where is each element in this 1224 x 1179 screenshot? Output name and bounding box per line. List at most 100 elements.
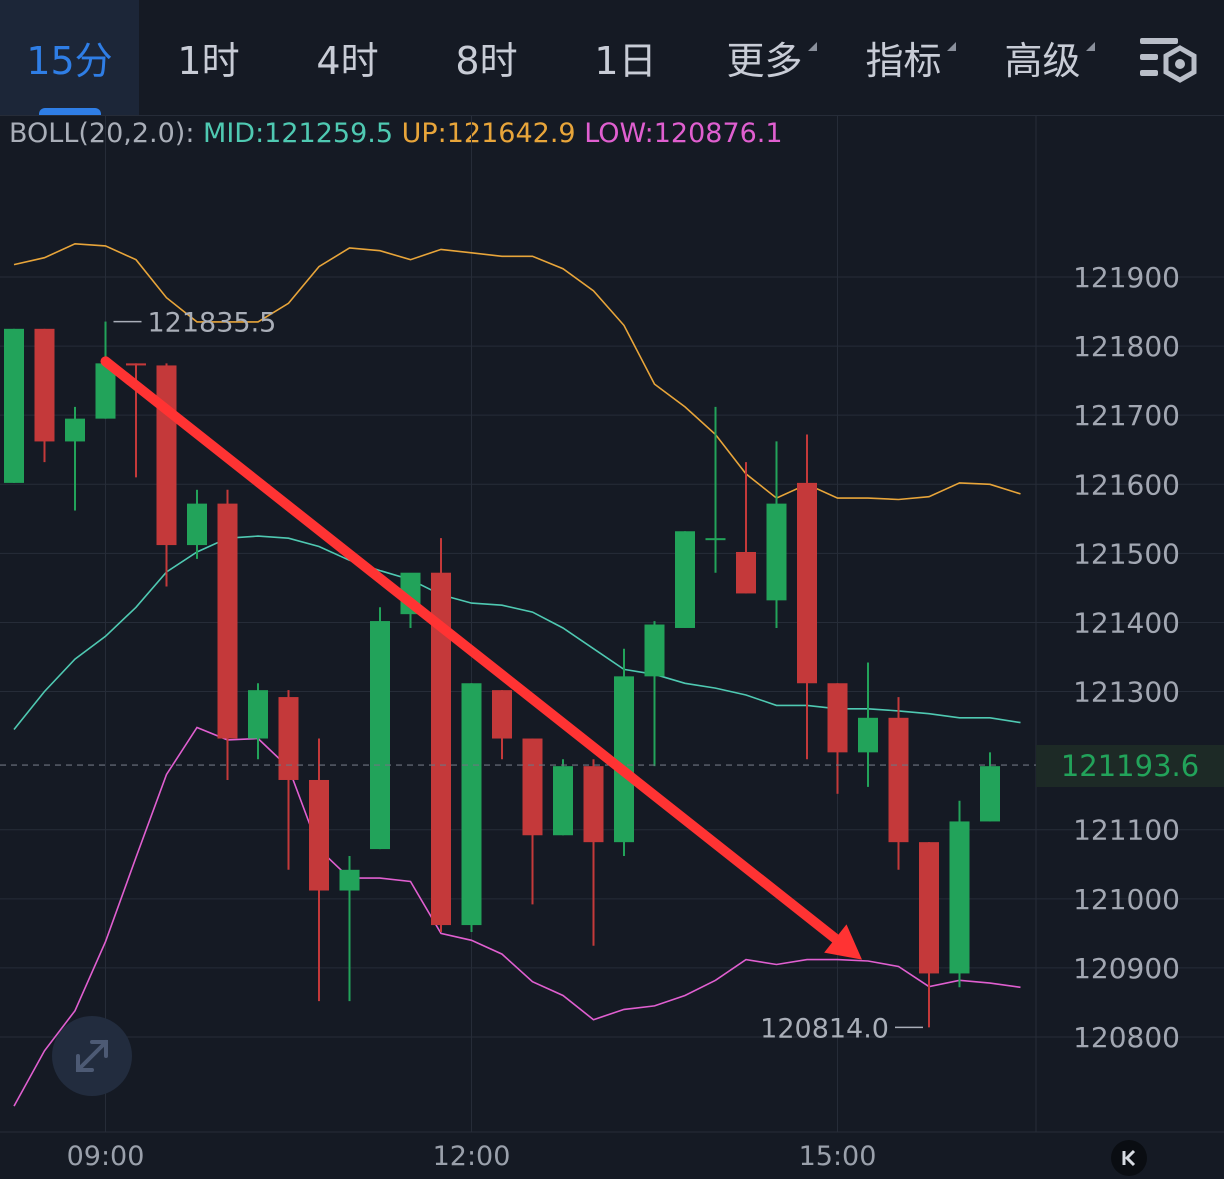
y-axis-label: 121400 [1073, 606, 1180, 639]
candle-body [492, 690, 512, 739]
candle-body [553, 766, 573, 836]
candle-down [431, 538, 451, 932]
tab-1d[interactable]: 1日 [556, 0, 695, 115]
candle-up [614, 648, 634, 856]
current-price-tag: 121193.6 [1036, 745, 1224, 787]
candle-body [888, 717, 909, 843]
candle-body [34, 328, 55, 442]
tab-label: 1时 [177, 39, 240, 83]
candle-up [187, 489, 207, 559]
tab-label: 15分 [26, 39, 113, 83]
y-axis-label: 121000 [1073, 883, 1180, 916]
tab-advanced[interactable]: 高级 [973, 0, 1112, 115]
timeframe-toolbar: 15分 1时 4时 8时 1日 更多 指标 高级 [0, 0, 1224, 116]
candle-body [644, 624, 665, 677]
tab-15m[interactable]: 15分 [0, 0, 139, 115]
candle-up [4, 328, 24, 483]
expand-arrows-icon[interactable] [52, 1016, 132, 1096]
candle-up [858, 662, 878, 787]
tab-indicators[interactable]: 指标 [834, 0, 973, 115]
y-axis-label: 121800 [1073, 330, 1180, 363]
boll-indicator-legend: BOLL(20,2.0): MID:121259.5 UP:121642.9 L… [9, 118, 783, 149]
chart-axes: 121900 121800 121700 121600 121500 121400 1213… [67, 261, 1180, 1172]
y-axis-label: 121100 [1073, 814, 1180, 847]
collapse-left-icon[interactable] [1111, 1140, 1147, 1176]
tab-label: 高级 [1004, 30, 1095, 85]
tab-label: 4时 [316, 39, 379, 83]
candle-body [797, 482, 817, 684]
candle-up [95, 321, 116, 419]
candle-down [797, 434, 817, 760]
y-axis-label: 121500 [1073, 537, 1180, 570]
y-axis-label: 121900 [1073, 261, 1180, 294]
tab-1h[interactable]: 1时 [139, 0, 278, 115]
tab-label: 1日 [594, 39, 657, 83]
candle-up [766, 441, 787, 628]
candle-body [65, 418, 85, 442]
candle-up [461, 683, 482, 932]
candle-up [248, 683, 268, 760]
candle-body [461, 683, 482, 926]
chart-settings-icon[interactable] [1138, 34, 1198, 86]
x-axis-label: 15:00 [799, 1141, 877, 1172]
candle-body [370, 621, 390, 850]
candle-body [614, 676, 634, 843]
boll-mid-line [13, 535, 1021, 731]
dropdown-caret-icon [1085, 42, 1095, 51]
boll-lower-line [13, 726, 1021, 1107]
candle-down [522, 738, 543, 905]
tab-more[interactable]: 更多 [695, 0, 834, 115]
candle-down [919, 842, 939, 1028]
candle-up [949, 800, 970, 988]
candle-body [248, 690, 268, 739]
candle-down [34, 328, 55, 463]
boll-name: BOLL(20,2.0): [9, 118, 195, 149]
candle-body [858, 717, 878, 753]
candle-down [736, 462, 756, 594]
candle-body [187, 503, 207, 546]
candle-body [705, 538, 726, 541]
candle-body [309, 779, 329, 891]
candle-body [217, 503, 238, 739]
candle-up [644, 621, 665, 767]
candle-down [278, 690, 299, 870]
candle-down [583, 759, 604, 946]
tab-4h[interactable]: 4时 [278, 0, 417, 115]
candle-body [827, 683, 848, 753]
y-axis-label: 121700 [1073, 399, 1180, 432]
candle-down [492, 690, 512, 760]
candle-body [766, 503, 787, 601]
y-axis-label: 121300 [1073, 676, 1180, 709]
dropdown-caret-icon [946, 42, 956, 51]
candle-body [736, 551, 756, 594]
trend-arrow-shaft [100, 356, 841, 944]
low-price-annotation: 120814.0 [760, 1013, 889, 1044]
candle-down [217, 489, 238, 780]
x-axis-label: 09:00 [67, 1141, 145, 1172]
candle-down [309, 738, 329, 1002]
dropdown-caret-icon [807, 42, 817, 51]
boll-mid: MID:121259.5 [203, 118, 394, 149]
candle-up [705, 406, 726, 573]
candle-body [278, 697, 299, 780]
boll-upper-line [13, 242, 1021, 501]
tab-8h[interactable]: 8时 [417, 0, 556, 115]
boll-up: UP:121642.9 [401, 118, 576, 149]
candle-body [431, 572, 451, 926]
candle-down [888, 697, 909, 870]
candle-up [65, 406, 85, 511]
y-axis-label: 121600 [1073, 468, 1180, 501]
candle-body [522, 738, 543, 836]
candle-body [675, 531, 695, 628]
candle-up [339, 855, 360, 1002]
candle-body [980, 766, 1000, 822]
candle-body [4, 328, 24, 483]
chart-grid [0, 115, 1224, 1133]
chart-overlay: 121835.5 120814.0 [0, 308, 1036, 1044]
candle-body [949, 821, 970, 974]
candle-body [919, 842, 939, 974]
y-axis-label: 120800 [1073, 1021, 1180, 1054]
tab-label: 指标 [865, 30, 956, 85]
y-axis-label: 120900 [1073, 952, 1180, 985]
